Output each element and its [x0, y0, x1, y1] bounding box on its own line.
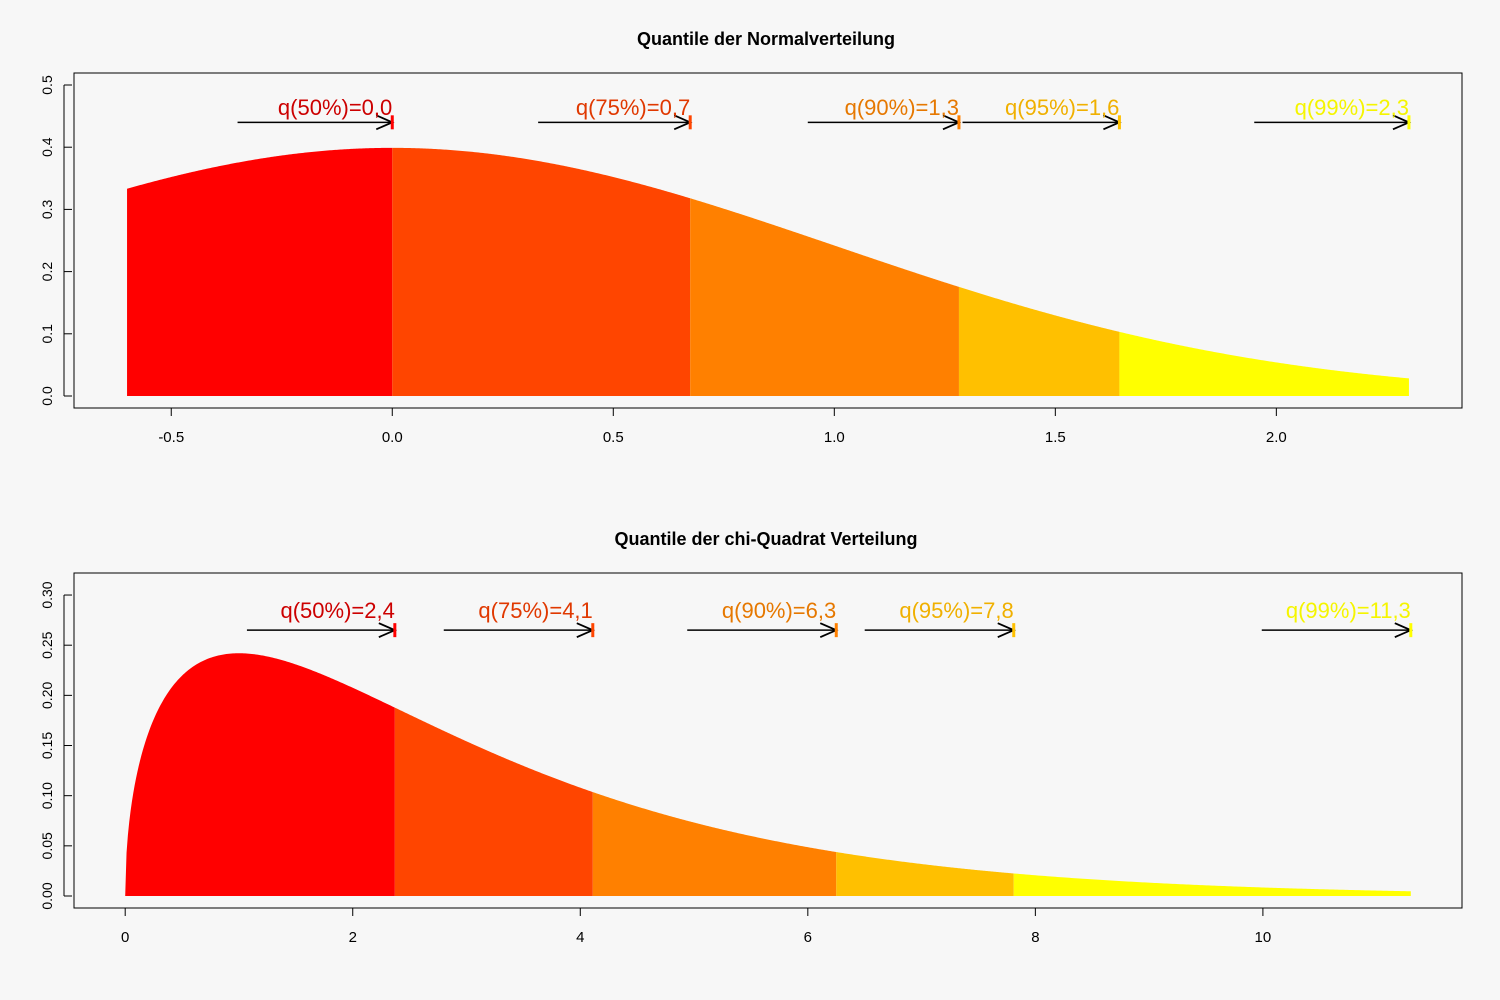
- y-tick-label: 0.1: [39, 324, 55, 344]
- y-tick-label: 0.05: [39, 832, 55, 859]
- quantile-band: [592, 792, 837, 896]
- quantile-labels: q(50%)=0,0 q(75%)=0,7 q(90%)=1,3 q(95%)=1,6…: [278, 95, 1409, 120]
- chisq-distribution-panel: Quantile der chi-Quadrat Verteilung q(50…: [39, 529, 1463, 946]
- quantile-label: q(90%)=1,3: [845, 95, 959, 120]
- chart-title: Quantile der Normalverteilung: [637, 29, 895, 49]
- quantile-band: [1119, 331, 1409, 396]
- x-tick-label: 10: [1255, 929, 1272, 946]
- quantile-label: q(75%)=0,7: [576, 95, 690, 120]
- x-tick-label: 2.0: [1266, 429, 1287, 446]
- y-tick-label: 0.0: [39, 386, 55, 406]
- quantile-band: [958, 286, 1120, 396]
- quantile-band: [394, 707, 593, 896]
- quantile-band: [836, 852, 1014, 896]
- quantile-label: q(50%)=2,4: [280, 598, 394, 623]
- chart-title: Quantile der chi-Quadrat Verteilung: [614, 529, 917, 549]
- y-tick-label: 0.10: [39, 782, 55, 809]
- quantile-label: q(50%)=0,0: [278, 95, 392, 120]
- x-tick-label: 2: [349, 929, 357, 946]
- y-tick-label: 0.20: [39, 682, 55, 709]
- y-tick-label: 0.00: [39, 882, 55, 909]
- quantile-label: q(75%)=4,1: [478, 598, 592, 623]
- y-tick-label: 0.15: [39, 732, 55, 759]
- y-tick-label: 0.30: [39, 581, 55, 608]
- y-tick-label: 0.5: [39, 75, 55, 95]
- y-tick-label: 0.4: [39, 137, 55, 157]
- quantile-arrows: [246, 622, 1414, 638]
- x-tick-label: 0.0: [382, 429, 403, 446]
- quantile-band: [1013, 873, 1411, 896]
- quantile-band: [127, 147, 393, 396]
- quantile-band: [125, 653, 395, 896]
- x-tick-label: 6: [804, 929, 812, 946]
- quantile-labels: q(50%)=2,4 q(75%)=4,1 q(90%)=6,3 q(95%)=7,8…: [280, 598, 1410, 623]
- quantile-band: [690, 198, 959, 396]
- quantile-arrows: [237, 114, 1412, 131]
- x-axis: -0.5 0.0 0.5 1.0 1.5 2.0: [158, 407, 1287, 446]
- x-tick-label: 4: [576, 929, 584, 946]
- quantile-bands: [125, 653, 1411, 896]
- x-tick-label: -0.5: [158, 429, 184, 446]
- x-tick-label: 8: [1031, 929, 1039, 946]
- x-tick-label: 1.5: [1045, 429, 1066, 446]
- y-axis: 0.0 0.1 0.2 0.3 0.4 0.5: [39, 75, 72, 406]
- quantile-band: [392, 147, 691, 396]
- quantile-label: q(95%)=7,8: [899, 598, 1013, 623]
- y-tick-label: 0.2: [39, 262, 55, 282]
- quantile-label: q(90%)=6,3: [722, 598, 836, 623]
- x-tick-label: 0: [121, 929, 129, 946]
- x-tick-label: 0.5: [603, 429, 624, 446]
- y-axis: 0.00 0.05 0.10 0.15 0.20 0.25 0.30: [39, 581, 72, 910]
- quantile-bands: [127, 147, 1409, 396]
- quantile-label: q(95%)=1,6: [1005, 95, 1119, 120]
- y-tick-label: 0.3: [39, 199, 55, 219]
- quantile-label: q(99%)=2,3: [1295, 95, 1409, 120]
- x-axis: 0 2 4 6 8 10: [121, 907, 1272, 946]
- y-tick-label: 0.25: [39, 631, 55, 658]
- x-tick-label: 1.0: [824, 429, 845, 446]
- normal-distribution-panel: Quantile der Normalverteilung q(50%)=0,0…: [39, 29, 1463, 446]
- quantile-label: q(99%)=11,3: [1286, 598, 1411, 623]
